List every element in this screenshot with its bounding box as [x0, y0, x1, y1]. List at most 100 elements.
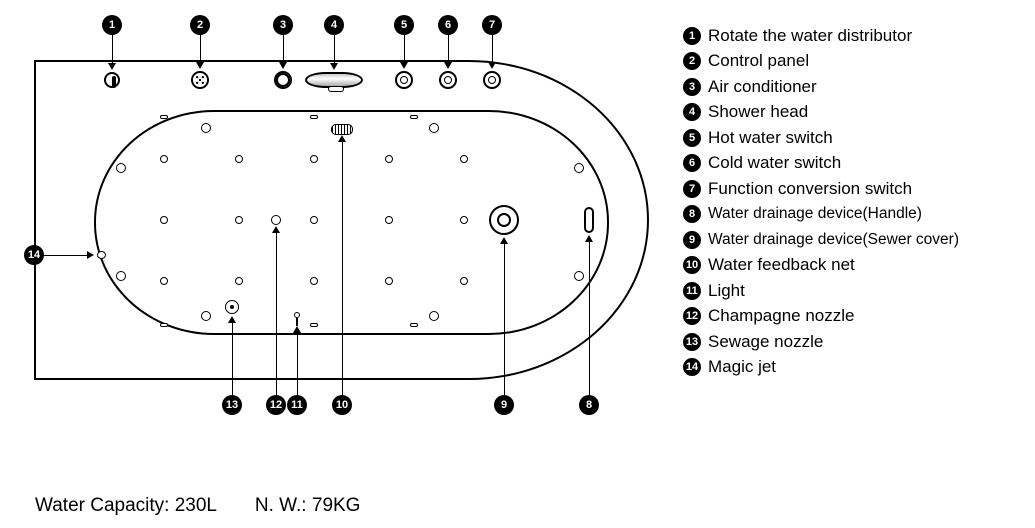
champagne-jet-icon	[310, 155, 318, 163]
leader-line	[589, 241, 590, 395]
legend-row: 3Air conditioner	[683, 74, 959, 100]
callout-marker-icon: 3	[273, 15, 293, 35]
legend-label: Sewage nozzle	[708, 332, 823, 352]
legend-number-icon: 2	[683, 52, 701, 70]
legend-row: 14Magic jet	[683, 355, 959, 381]
callout-marker-icon: 11	[287, 395, 307, 415]
legend: 1 Rotate the water distributor 2 Control pa…	[683, 23, 959, 380]
callout-marker-icon: 2	[190, 15, 210, 35]
legend-label: Light	[708, 281, 745, 301]
rim-dash-icon	[310, 115, 318, 119]
legend-label: Cold water switch	[708, 153, 841, 173]
champagne-jet-icon	[385, 155, 393, 163]
arrow-icon	[400, 62, 408, 69]
arrow-icon	[272, 226, 280, 233]
feedback-grille-icon	[331, 124, 353, 135]
leader-line	[200, 35, 201, 63]
legend-number-icon: 7	[683, 180, 701, 198]
arrow-icon	[228, 316, 236, 323]
drain-handle-icon	[584, 207, 594, 233]
legend-row: 5 Hot water switch	[683, 125, 959, 151]
legend-number-icon: 6	[683, 154, 701, 172]
arrow-icon	[444, 62, 452, 69]
legend-number-icon: 12	[683, 307, 701, 325]
leader-line	[492, 35, 493, 63]
capacity-value: 230L	[175, 495, 217, 516]
legend-row: 12 Champagne nozzle	[683, 304, 959, 330]
callout-marker-icon: 10	[332, 395, 352, 415]
legend-number-icon: 11	[683, 282, 701, 300]
arrow-icon	[330, 63, 338, 70]
legend-number-icon: 14	[683, 358, 701, 376]
rim-jet-icon	[574, 163, 584, 173]
legend-label: Water drainage device(Handle)	[708, 205, 922, 223]
champagne-jet-icon	[235, 155, 243, 163]
arrow-icon	[279, 62, 287, 69]
rim-dash-icon	[410, 323, 418, 327]
leader-line	[44, 255, 88, 256]
legend-label: Water feedback net	[708, 255, 855, 275]
arrow-icon	[196, 62, 204, 69]
legend-label: Hot water switch	[708, 128, 833, 148]
legend-row: 6 Cold water switch	[683, 151, 959, 177]
leader-line	[232, 322, 233, 395]
callout-marker-icon: 8	[579, 395, 599, 415]
rim-jet-icon	[201, 123, 211, 133]
tub-outline-inner	[94, 110, 609, 335]
champagne-jet-icon	[385, 277, 393, 285]
arrow-icon	[293, 326, 301, 333]
champagne-jet-icon	[460, 216, 468, 224]
leader-line	[283, 35, 284, 63]
air-conditioner-icon	[274, 71, 292, 89]
leader-line	[334, 35, 335, 64]
champagne-jet-icon	[235, 216, 243, 224]
capacity-label: Water Capacity:	[35, 495, 169, 516]
rim-jet-icon	[429, 311, 439, 321]
light-icon	[293, 316, 301, 324]
nw-label: N. W.:	[255, 495, 307, 516]
legend-row: 8 Water drainage device(Handle)	[683, 202, 959, 228]
champagne-jet-icon	[160, 216, 168, 224]
callout-marker-icon: 4	[324, 15, 344, 35]
arrow-icon	[338, 135, 346, 142]
bathtub-diagram: 1412345678910111213	[34, 60, 649, 380]
rim-jet-icon	[574, 271, 584, 281]
rim-jet-icon	[429, 123, 439, 133]
control-panel-icon	[191, 71, 209, 89]
rim-jet-icon	[116, 271, 126, 281]
rim-dash-icon	[160, 323, 168, 327]
rim-jet-icon	[201, 311, 211, 321]
nw-value: 79KG	[312, 495, 361, 516]
legend-row: 2 Control panel	[683, 49, 959, 75]
switch-knob-icon	[439, 71, 457, 89]
leader-line	[448, 35, 449, 63]
rim-dash-icon	[160, 115, 168, 119]
champagne-jet-icon	[310, 216, 318, 224]
leader-line	[404, 35, 405, 63]
legend-label: Champagne nozzle	[708, 306, 854, 326]
switch-knob-icon	[483, 71, 501, 89]
leader-line	[112, 35, 113, 64]
leader-line	[342, 141, 343, 395]
legend-label: Function conversion switch	[708, 179, 912, 199]
legend-row: 10Water feedback net	[683, 253, 959, 279]
legend-row: 9Water drainage device(Sewer cover)	[683, 227, 959, 253]
legend-number-icon: 9	[683, 231, 701, 249]
legend-label: Rotate the water distributor	[708, 26, 912, 46]
champagne-jet-icon	[385, 216, 393, 224]
legend-number-icon: 13	[683, 333, 701, 351]
legend-label: Air conditioner	[708, 77, 817, 97]
spec-footer: Water Capacity: 230L N. W.: 79KG	[35, 495, 360, 517]
rim-jet-icon	[116, 163, 126, 173]
legend-number-icon: 5	[683, 129, 701, 147]
legend-label: Control panel	[708, 51, 809, 71]
leader-line	[504, 243, 505, 395]
legend-number-icon: 1	[683, 27, 701, 45]
legend-row: 13 Sewage nozzle	[683, 329, 959, 355]
sewage-nozzle-icon	[225, 300, 239, 314]
champagne-jet-icon	[235, 277, 243, 285]
legend-number-icon: 4	[683, 103, 701, 121]
magic-jet-icon	[97, 251, 106, 259]
shower-head-icon	[305, 72, 363, 88]
legend-number-icon: 8	[683, 205, 701, 223]
